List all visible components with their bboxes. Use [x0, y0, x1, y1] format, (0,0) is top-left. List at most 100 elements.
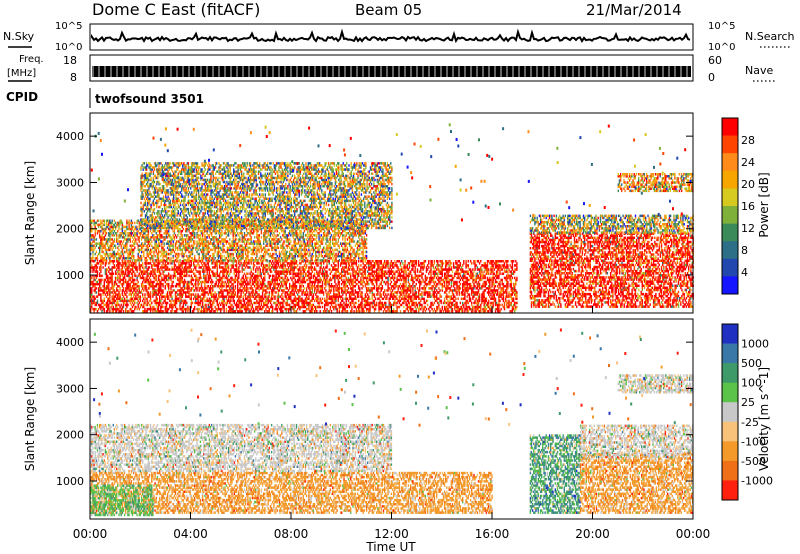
heatmap-cell: [248, 291, 250, 294]
heatmap-cell: [234, 274, 237, 278]
heatmap-cell: [207, 285, 209, 288]
nsearch-tick-top: 10^5: [708, 21, 735, 32]
heatmap-cell: [216, 307, 218, 311]
heatmap-cell: [103, 280, 105, 284]
heatmap-cell: [116, 301, 118, 305]
heatmap-cell: [225, 262, 228, 265]
heatmap-cell: [152, 285, 154, 288]
heatmap-cell: [117, 299, 119, 303]
heatmap-cell: [195, 280, 197, 284]
heatmap-cell: [250, 276, 252, 280]
heatmap-cell: [142, 262, 144, 265]
heatmap-cell: [130, 264, 133, 267]
heatmap-cell: [451, 270, 454, 273]
heatmap-cell: [449, 278, 451, 282]
heatmap-cell: [170, 285, 172, 288]
heatmap-cell: [159, 262, 161, 265]
heatmap-cell: [146, 272, 148, 275]
heatmap-cell: [386, 310, 388, 313]
heatmap-cell: [213, 301, 215, 305]
heatmap-cell: [110, 301, 112, 305]
heatmap-cell: [227, 260, 230, 263]
heatmap-cell: [356, 282, 359, 286]
heatmap-cell: [146, 307, 148, 311]
heatmap-cell: [215, 282, 217, 286]
heatmap-cell: [282, 276, 284, 280]
heatmap-cell: [220, 278, 222, 282]
heatmap-cell: [217, 278, 220, 282]
heatmap-cell: [177, 272, 179, 275]
heatmap-cell: [113, 264, 116, 267]
heatmap-cell: [246, 305, 248, 309]
heatmap-cell: [157, 289, 160, 292]
heatmap-cell: [199, 260, 202, 263]
heatmap-cell: [105, 287, 108, 290]
heatmap-cell: [200, 266, 203, 269]
heatmap-cell: [422, 272, 424, 275]
heatmap-cell: [181, 295, 183, 298]
heatmap-cell: [319, 310, 321, 313]
heatmap-cell: [121, 297, 124, 300]
heatmap-cell: [204, 299, 206, 303]
heatmap-cell: [145, 278, 147, 282]
heatmap-cell: [241, 303, 243, 307]
heatmap-cell: [259, 305, 261, 309]
heatmap-cell: [225, 295, 228, 298]
heatmap-cell: [259, 274, 261, 278]
heatmap-cell: [143, 276, 145, 280]
heatmap-cell: [204, 289, 206, 292]
heatmap-cell: [216, 299, 218, 303]
heatmap-cell: [211, 295, 213, 298]
heatmap-cell: [145, 262, 147, 265]
heatmap-cell: [235, 301, 238, 305]
heatmap-cell: [242, 276, 244, 280]
heatmap-cell: [180, 262, 182, 265]
heatmap-cell: [99, 303, 101, 307]
heatmap-cell: [177, 260, 179, 263]
nsearch-label: N.Search: [745, 30, 795, 43]
heatmap-cell: [270, 303, 273, 307]
heatmap-cell: [387, 293, 389, 296]
heatmap-cell: [103, 291, 105, 294]
heatmap-cell: [325, 289, 327, 292]
heatmap-cell: [224, 295, 226, 298]
heatmap-cell: [287, 310, 290, 313]
heatmap-cell: [162, 260, 164, 263]
heatmap-cell: [265, 299, 267, 303]
heatmap-cell: [114, 303, 117, 307]
heatmap-cell: [408, 301, 411, 305]
heatmap-cell: [182, 285, 185, 288]
heatmap-cell: [263, 303, 265, 307]
heatmap-cell: [113, 307, 116, 311]
heatmap-cell: [121, 272, 124, 275]
heatmap-cell: [213, 293, 215, 296]
heatmap-cell: [100, 295, 102, 298]
heatmap-cell: [215, 276, 217, 280]
heatmap-cell: [134, 282, 136, 286]
heatmap-cell: [107, 307, 109, 311]
heatmap-cell: [267, 310, 269, 313]
heatmap-cell: [143, 270, 145, 273]
heatmap-cell: [214, 266, 216, 269]
heatmap-cell: [268, 282, 270, 286]
heatmap-cell: [92, 260, 94, 263]
heatmap-cell: [278, 301, 281, 305]
heatmap-cell: [119, 295, 121, 298]
heatmap-cell: [118, 291, 120, 294]
heatmap-cell: [180, 278, 182, 282]
heatmap-cell: [112, 287, 114, 290]
heatmap-cell: [195, 293, 197, 296]
heatmap-cell: [181, 262, 183, 265]
heatmap-cell: [276, 307, 278, 311]
heatmap-cell: [139, 295, 142, 298]
heatmap-cell: [257, 270, 259, 273]
heatmap-cell: [186, 301, 188, 305]
heatmap-cell: [230, 280, 232, 284]
heatmap-cell: [200, 305, 203, 309]
heatmap-cell: [467, 282, 469, 286]
heatmap-cell: [125, 264, 127, 267]
heatmap-cell: [226, 293, 229, 296]
heatmap-cell: [146, 310, 148, 313]
heatmap-cell: [237, 289, 239, 292]
heatmap-cell: [155, 293, 157, 296]
